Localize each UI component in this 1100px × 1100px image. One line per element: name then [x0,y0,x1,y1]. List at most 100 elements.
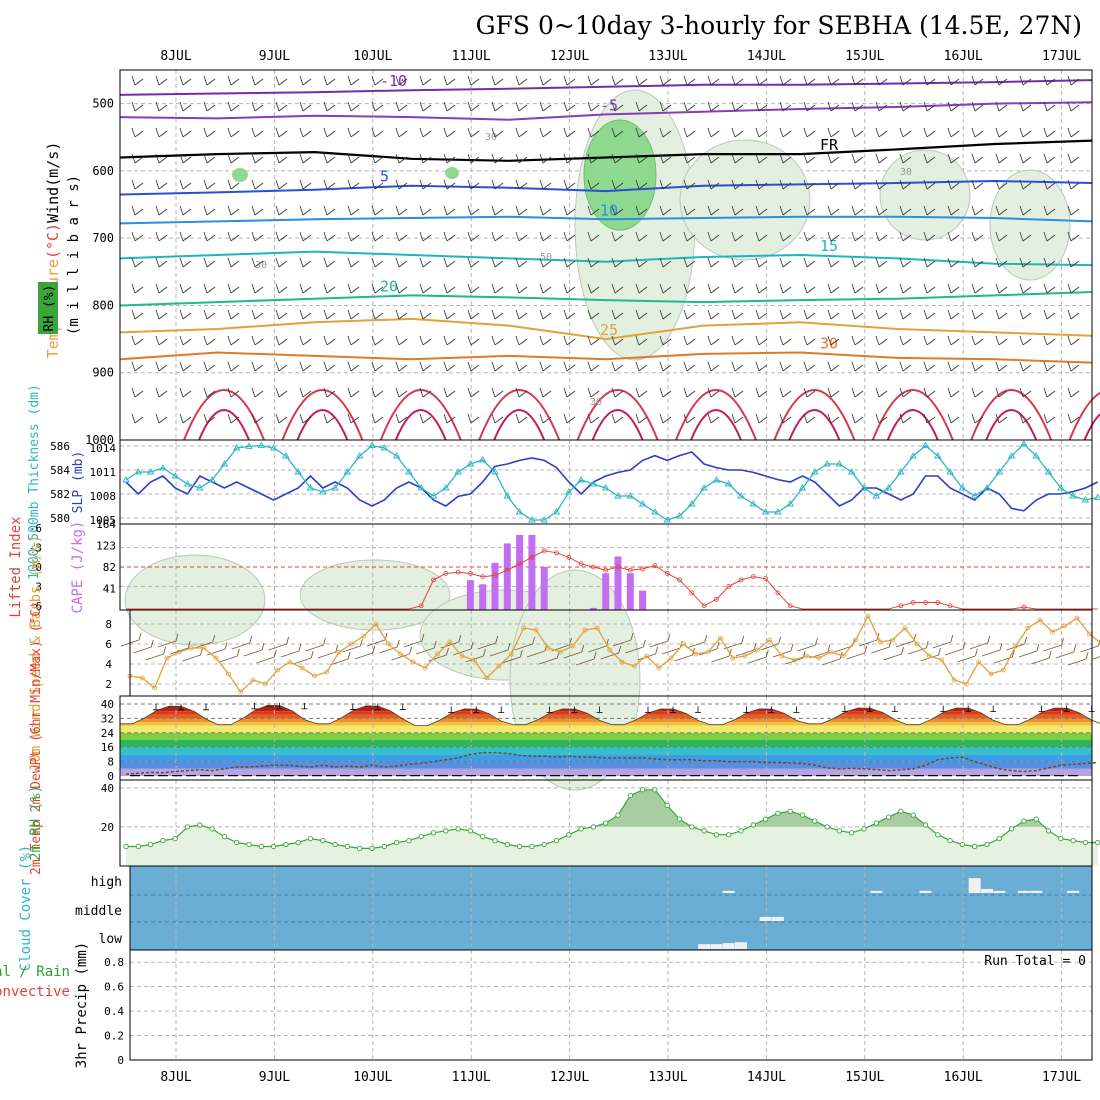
upper-wind-barb [419,309,432,320]
wind-speed-marker [742,653,748,659]
wind-barb [280,643,302,658]
upper-wind-barb [515,335,528,346]
slp-marker [638,500,647,507]
slp-ylabel: SLP (mb) [71,451,86,514]
rh-contour-label: 30 [590,397,602,408]
upper-wind-barb [491,127,504,138]
slp-line [125,443,1098,521]
lifted-index-marker [529,554,535,560]
upper-wind-barb [299,283,312,294]
upper-wind-barb [707,335,720,346]
upper-wind-barb [659,309,672,320]
rh-marker [590,824,597,830]
cloud-bar [735,942,747,949]
upper-wind-barb [875,75,888,86]
wind-barb [477,635,499,650]
surface-isotherm [394,409,447,441]
upper-wind-barb [491,413,504,424]
upper-wind-barb [371,101,384,112]
slp-marker [1020,440,1028,447]
top-date-label: 16JUL [944,49,983,64]
upper-wind-barb [851,361,864,372]
thickness-line [125,451,1099,512]
thickness-tick-label: 586 [50,440,70,453]
upper-wind-barb [203,231,216,242]
upper-wind-barb [275,309,288,320]
upper-wind-barb [995,387,1008,398]
slp-tick-label: 1011 [90,466,117,479]
upper-wind-barb [419,101,432,112]
upper-wind-barb [539,231,552,242]
upper-wind-barb [707,309,720,320]
slp-marker [872,492,881,499]
upper-wind-barb [179,361,192,372]
slp-marker [847,468,856,475]
wind-speed-marker [939,657,945,663]
wind-speed-marker [656,665,662,671]
upper-wind-barb [635,75,648,86]
bottom-date-label: 14JUL [747,1070,786,1085]
upper-wind-barb [491,309,504,320]
lifted-index-marker [714,596,719,602]
upper-wind-barb [539,75,552,86]
rh-marker [689,824,695,830]
slp-marker [688,500,696,507]
temp-tick-label: 40 [101,698,114,711]
temp-band [120,761,1092,769]
upper-wind-barb [395,257,408,268]
upper-wind-barb [371,413,384,424]
upper-wind-barb [1019,309,1032,320]
wind-tick-label: 4 [105,658,112,671]
wind-speed-marker [570,643,576,649]
upper-wind-barb [827,179,840,190]
upper-wind-barb [443,387,456,398]
slp-marker [589,480,598,487]
isotherm-line [119,351,1093,364]
cape-bar [503,543,511,610]
upper-wind-barb [971,153,984,164]
rh-marker [357,845,363,852]
upper-wind-barb [659,387,672,398]
upper-wind-barb [275,387,288,398]
top-date-label: 8JUL [160,49,191,64]
cloud-bar [993,890,1006,893]
wind-speed-marker [791,657,797,663]
upper-wind-barb [923,231,936,242]
upper-wind-barb [371,283,384,294]
upper-wind-barb [467,101,480,112]
upper-wind-barb [827,127,840,138]
lifted-index-tick-label: 3 [35,580,42,593]
upper-wind-barb [587,75,600,86]
lifted-index-marker [578,561,584,567]
upper-wind-barb [515,127,528,138]
upper-wind-barb [227,257,240,268]
slp-marker [909,452,917,459]
rh-high-area [445,167,459,179]
upper-wind-barb [299,413,312,424]
rh-marker [984,841,990,848]
upper-wind-barb [1019,101,1032,112]
pressure-tick-label: 600 [92,164,114,178]
wind-barb [416,640,437,655]
isotherm-line [119,317,1093,341]
wind-speed-marker [152,685,158,691]
upper-wind-barb [731,335,744,346]
upper-wind-barb [635,413,648,424]
cloud-background [130,866,1092,950]
pressure-tick-label: 900 [92,366,114,380]
rh-marker [849,830,855,836]
isotherm-label: 30 [820,335,838,353]
lifted-index-marker [504,567,510,573]
slp-marker [737,492,745,499]
lifted-index-marker [910,600,916,605]
upper-wind-barb [155,387,168,398]
wind-barb [329,651,351,666]
wind-speed-marker [631,663,637,669]
upper-wind-barb [131,127,144,138]
wind-barb [354,645,376,660]
slp-marker [970,492,979,499]
wind-barb [452,641,474,656]
upper-wind-barb [227,75,240,86]
upper-wind-barb [923,257,936,268]
